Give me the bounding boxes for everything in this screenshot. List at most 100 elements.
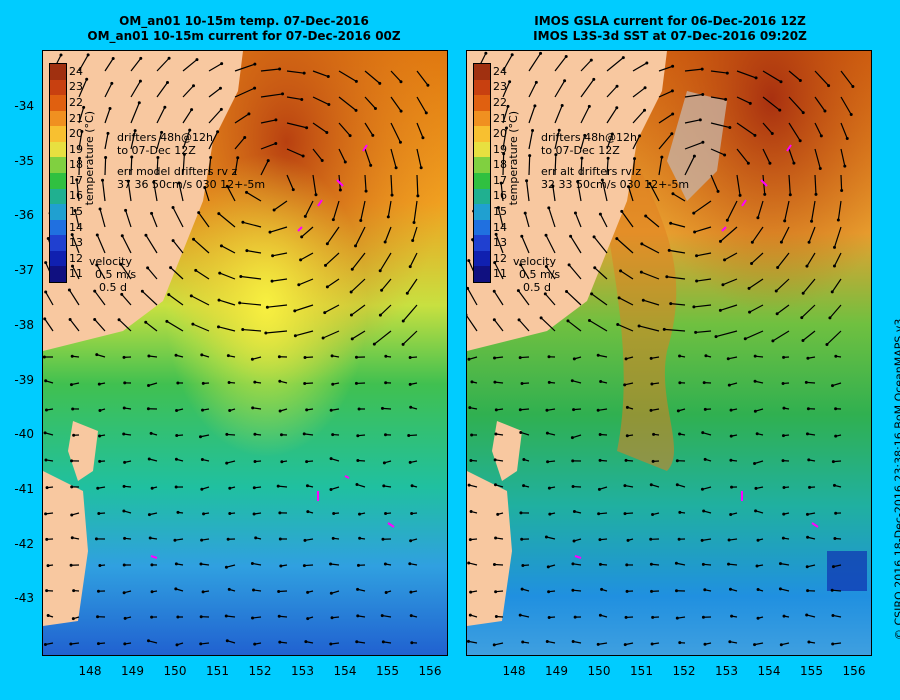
current-arrow xyxy=(502,127,508,150)
current-arrow-head xyxy=(520,537,524,541)
current-arrow xyxy=(125,210,132,228)
current-arrow-head xyxy=(573,211,577,215)
current-arrow-head xyxy=(624,357,628,361)
right-map-panel[interactable]: 24 23 22 21 20 19 18 17 16 15 14 13 12 11 temperature… xyxy=(466,50,872,656)
current-arrow-head xyxy=(649,562,653,566)
current-arrow xyxy=(694,226,712,233)
current-arrow xyxy=(104,58,114,72)
current-arrow-head xyxy=(264,331,268,335)
current-arrow xyxy=(710,96,726,101)
left-error-legend: err model drifters rv z 37 36 50cm/s 030… xyxy=(117,165,265,191)
current-arrow-head xyxy=(494,432,498,436)
left-longitude-axis: 148 149 150 151 152 153 154 155 156 xyxy=(42,660,448,680)
left-land-tasmania-islands xyxy=(68,421,98,481)
current-arrow xyxy=(416,70,429,86)
current-arrow-head xyxy=(496,206,500,210)
current-arrow-head xyxy=(587,318,591,322)
current-arrow-head xyxy=(241,220,245,224)
current-arrow xyxy=(814,148,821,169)
left-colorbar-labels: 24 23 22 21 20 19 18 17 16 15 14 13 12 11 xyxy=(69,63,89,281)
current-arrow-head xyxy=(493,356,497,360)
left-velocity-speed: 0.5 m/s xyxy=(95,268,137,281)
current-arrow xyxy=(402,330,418,345)
current-arrow-head xyxy=(123,381,127,385)
current-arrow-head xyxy=(801,291,805,295)
colorbar-swatch xyxy=(474,219,490,236)
current-arrow-head xyxy=(544,264,548,268)
current-arrow-head xyxy=(271,254,275,258)
left-legend-line1: drifters 48h@12h xyxy=(117,131,214,144)
current-arrow-head xyxy=(810,219,814,223)
current-arrow xyxy=(762,96,781,111)
current-arrow-head xyxy=(354,355,358,359)
current-arrow xyxy=(643,299,660,306)
current-arrow xyxy=(606,57,624,72)
current-arrow-head xyxy=(528,154,532,158)
current-arrow-head xyxy=(782,486,786,490)
current-arrow-head xyxy=(384,433,388,437)
latitude-tick-label: -35 xyxy=(14,153,34,168)
current-arrow xyxy=(606,133,613,150)
current-arrow-head xyxy=(599,380,603,384)
current-arrow-head xyxy=(580,156,584,160)
current-arrow-head xyxy=(801,338,805,342)
longitude-tick-label: 150 xyxy=(163,664,187,678)
current-arrow xyxy=(286,174,294,190)
current-arrow-head xyxy=(754,76,758,80)
current-arrow-head xyxy=(678,510,682,514)
current-arrow-head xyxy=(293,309,297,313)
current-arrow-head xyxy=(729,513,733,517)
current-arrow-head xyxy=(356,614,360,618)
current-arrow-head xyxy=(506,104,510,108)
current-arrow xyxy=(788,122,801,142)
current-arrow-head xyxy=(350,267,354,271)
current-arrow-head xyxy=(726,357,730,361)
left-map-panel[interactable]: 24 23 22 21 20 19 18 17 16 15 14 13 12 11 temperature… xyxy=(42,50,448,656)
current-arrow xyxy=(71,265,80,280)
current-arrow-head xyxy=(834,354,838,358)
current-arrow-head xyxy=(546,460,550,464)
current-arrow xyxy=(218,213,236,228)
current-arrow-head xyxy=(217,298,221,302)
longitude-tick-label: 148 xyxy=(502,664,526,678)
current-arrow xyxy=(528,82,537,98)
longitude-tick-label: 156 xyxy=(842,664,866,678)
current-arrow xyxy=(580,135,586,150)
current-arrow xyxy=(580,158,583,176)
colorbar-tick-label: 11 xyxy=(493,267,507,281)
current-arrow xyxy=(351,330,366,340)
current-arrow xyxy=(580,106,590,124)
current-arrow xyxy=(840,122,848,139)
current-arrow-head xyxy=(130,155,134,159)
current-arrow-head xyxy=(648,182,652,186)
current-arrow-head xyxy=(626,185,630,189)
current-arrow xyxy=(720,226,738,242)
current-arrow-head xyxy=(560,103,564,107)
current-arrow xyxy=(726,200,738,221)
current-arrow-head xyxy=(520,587,524,591)
current-arrow-head xyxy=(782,355,786,359)
current-arrow-head xyxy=(597,487,601,491)
current-arrow-head xyxy=(408,265,412,269)
current-arrow-head xyxy=(492,289,496,293)
current-arrow-head xyxy=(592,235,596,239)
current-arrow xyxy=(528,105,536,124)
current-arrow xyxy=(192,323,210,332)
current-arrow xyxy=(182,59,198,72)
current-arrow xyxy=(632,135,641,150)
current-arrow-head xyxy=(280,460,284,464)
current-arrow-head xyxy=(831,460,835,464)
left-map-svg xyxy=(43,51,447,655)
current-arrow-head xyxy=(355,640,359,644)
current-arrow-head xyxy=(122,355,126,359)
current-arrow xyxy=(269,226,288,233)
current-arrow-head xyxy=(788,193,792,197)
colorbar-tick-label: 14 xyxy=(69,220,83,234)
current-arrow-head xyxy=(98,564,102,568)
longitude-tick-label: 155 xyxy=(800,664,823,678)
current-arrow xyxy=(497,207,504,228)
current-arrow-head xyxy=(305,460,309,464)
current-arrow xyxy=(96,264,106,280)
right-title-line1: IMOS GSLA current for 06-Dec-2016 12Z xyxy=(534,14,806,28)
current-arrow-head xyxy=(493,380,497,384)
